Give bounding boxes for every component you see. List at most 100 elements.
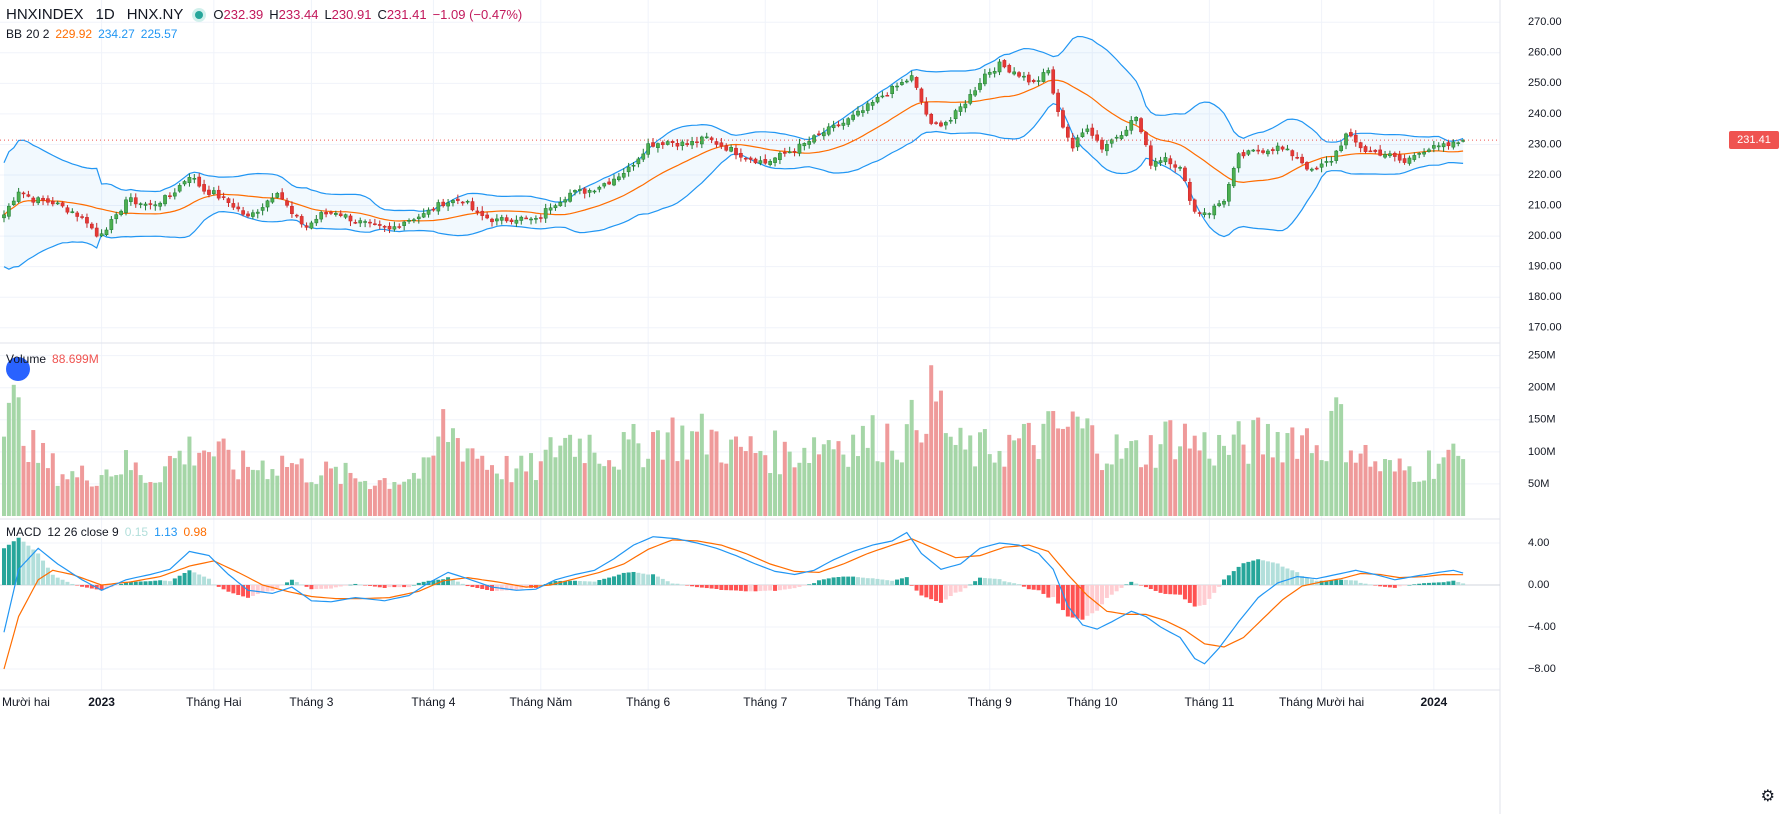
volume-bar <box>80 465 85 516</box>
settings-gear-icon[interactable]: ⚙ <box>1760 788 1775 805</box>
candle-body <box>680 141 685 146</box>
candle-body <box>646 143 651 155</box>
volume-bar <box>641 467 646 516</box>
volume-bar <box>1114 434 1119 516</box>
candle-body <box>1070 137 1075 149</box>
candle-body <box>1012 71 1017 75</box>
price-tick-label: 270.00 <box>1528 16 1562 28</box>
volume-bar <box>1446 449 1451 516</box>
macd-histogram-bar <box>216 585 221 587</box>
candle-body <box>1144 132 1148 146</box>
candle-body <box>1334 150 1339 161</box>
volume-bar <box>787 451 792 516</box>
volume-bar <box>704 454 709 516</box>
macd-histogram-bar <box>89 585 94 589</box>
candle-body <box>1085 128 1090 132</box>
volume-tick-label: 150M <box>1528 414 1556 426</box>
volume-bar <box>411 472 416 516</box>
macd-histogram-bar <box>65 581 70 585</box>
candle-body <box>163 195 167 205</box>
volume-bar <box>1412 482 1417 516</box>
candle-body <box>21 192 26 195</box>
volume-bar <box>1168 420 1173 516</box>
macd-histogram-bar <box>924 585 929 598</box>
market-status-dot-icon <box>195 10 204 19</box>
macd-histogram-bar <box>821 579 826 585</box>
candle-body <box>1153 161 1158 167</box>
macd-histogram-bar <box>577 581 582 585</box>
macd-legend[interactable]: MACD 12 26 close 9 0.15 1.13 0.98 <box>6 525 213 539</box>
macd-histogram-bar <box>1065 585 1070 617</box>
candle-body <box>802 143 807 147</box>
macd-histogram-bar <box>353 583 358 585</box>
bb-legend[interactable]: BB 20 2 229.92 234.27 225.57 <box>6 27 183 41</box>
candle-body <box>773 157 777 163</box>
candle-body <box>1168 158 1173 165</box>
volume-bar <box>777 474 782 516</box>
price-tick-label: 170.00 <box>1528 322 1562 334</box>
volume-bar <box>475 458 480 516</box>
macd-histogram-bar <box>163 580 168 585</box>
candle-body <box>1436 145 1441 148</box>
volume-bar <box>963 449 968 516</box>
macd-histogram-bar <box>631 571 636 585</box>
macd-histogram-bar <box>1182 585 1187 600</box>
volume-bar <box>446 442 451 516</box>
macd-histogram-bar <box>548 582 553 585</box>
symbol-name[interactable]: HNXINDEX <box>6 6 84 23</box>
candle-body <box>290 206 294 214</box>
volume-bar <box>592 452 597 516</box>
volume-bar <box>465 448 470 516</box>
price-tick-label: 230.00 <box>1528 138 1562 150</box>
macd-line-value: 1.13 <box>154 525 178 539</box>
tradingview-logo-icon[interactable] <box>6 357 30 381</box>
volume-bar <box>690 431 695 516</box>
volume-bar <box>1246 463 1251 516</box>
bb-name: BB <box>6 27 23 41</box>
candle-body <box>636 158 641 165</box>
volume-bar <box>236 479 241 516</box>
open-label: O <box>213 7 224 22</box>
candle-body <box>812 135 816 143</box>
candle-body <box>768 161 773 165</box>
candle-body <box>260 207 265 211</box>
macd-histogram-bar <box>1295 572 1300 585</box>
interval-label[interactable]: 1D <box>95 6 115 23</box>
macd-histogram-bar <box>885 580 890 585</box>
candle-body <box>373 223 377 225</box>
macd-histogram-bar <box>514 585 519 590</box>
volume-bar <box>948 436 953 516</box>
macd-histogram-bar <box>1431 582 1436 585</box>
macd-histogram-bar <box>1212 585 1217 593</box>
volume-bar <box>348 472 353 516</box>
candle-body <box>953 110 958 120</box>
macd-histogram-bar <box>782 585 787 590</box>
candle-body <box>138 203 143 205</box>
volume-bar <box>1153 467 1158 516</box>
candle-body <box>807 141 812 145</box>
candle-body <box>31 197 36 203</box>
volume-bar <box>109 476 114 516</box>
volume-bar <box>1080 428 1085 516</box>
macd-histogram-bar <box>450 579 455 585</box>
time-tick-label: Tháng Mười hai <box>1279 695 1364 709</box>
macd-histogram-bar <box>211 584 216 585</box>
macd-histogram-bar <box>724 585 729 591</box>
candle-body <box>885 94 890 97</box>
volume-bar <box>929 365 934 516</box>
volume-bar <box>246 466 250 516</box>
candle-body <box>582 188 587 194</box>
macd-histogram-bar <box>890 580 895 585</box>
volume-bar <box>363 480 368 516</box>
volume-legend[interactable]: Volume 88.699M <box>6 352 105 366</box>
volume-bar <box>187 436 192 516</box>
candle-body <box>1309 168 1314 171</box>
candle-body <box>1183 167 1187 182</box>
price-tick-label: 220.00 <box>1528 169 1562 181</box>
macd-tick-label: 0.00 <box>1528 579 1549 591</box>
candle-body <box>89 223 94 229</box>
macd-histogram-bar <box>294 582 299 585</box>
macd-histogram-bar <box>1422 583 1427 585</box>
time-tick-label: Mười hai <box>2 695 50 709</box>
